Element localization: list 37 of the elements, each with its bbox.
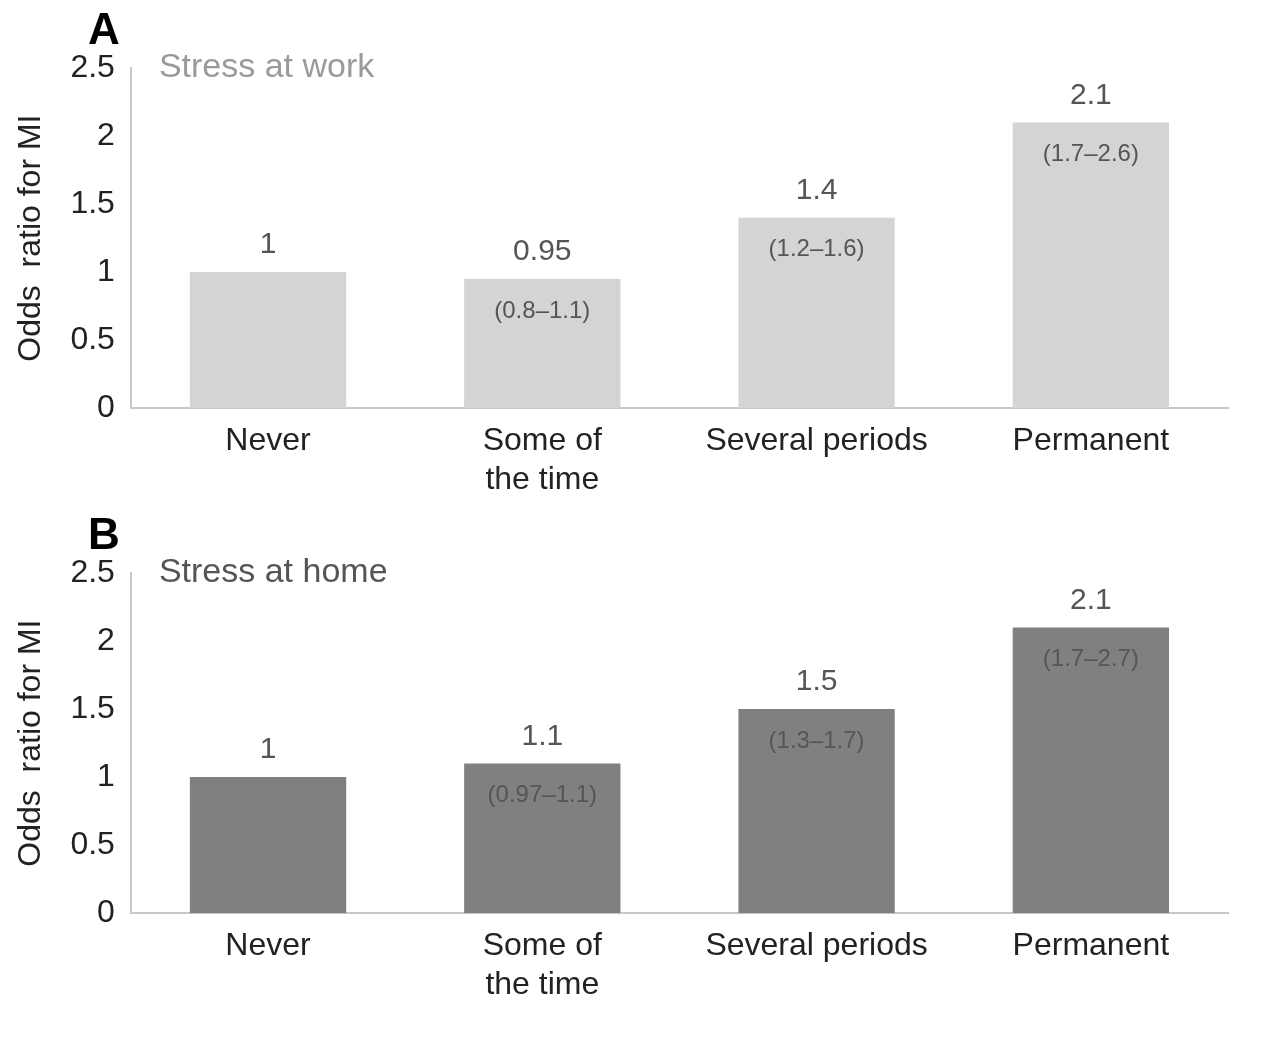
y-tick-label: 0.5 xyxy=(70,824,115,861)
y-tick-label: 1.5 xyxy=(70,183,115,220)
y-tick-label: 0 xyxy=(97,893,115,930)
x-tick-label: Some of the time xyxy=(482,926,602,1001)
x-tick-label: Several periods xyxy=(705,926,928,963)
data-label: 1 xyxy=(259,731,277,765)
x-tick-label: Some of the time xyxy=(482,421,602,496)
annotation: (0.8–1.1) xyxy=(494,295,591,323)
y-axis-title: Odds ratio for MI xyxy=(11,619,48,867)
y-tick-label: 1.5 xyxy=(70,688,115,725)
chart-title: Stress at home xyxy=(158,551,388,590)
x-tick-label: Never xyxy=(225,421,312,458)
data-label: 1 xyxy=(259,226,277,260)
bar xyxy=(738,709,895,914)
annotation: (1.7–2.6) xyxy=(1042,139,1139,167)
data-label: 2.1 xyxy=(1070,76,1112,110)
y-tick-label: 2 xyxy=(97,620,115,657)
y-tick-label: 1 xyxy=(97,756,115,793)
data-label: 2.1 xyxy=(1070,581,1112,615)
annotation: (1.2–1.6) xyxy=(768,234,865,262)
data-label: 0.95 xyxy=(513,233,572,267)
y-tick-label: 0.5 xyxy=(70,319,115,356)
y-tick-label: 1 xyxy=(97,251,115,288)
data-label: 1.4 xyxy=(795,171,838,205)
y-axis-title: Odds ratio for MI xyxy=(11,114,48,362)
data-label: 1.5 xyxy=(795,663,838,697)
x-tick-label: Permanent xyxy=(1012,926,1170,963)
x-tick-label: Permanent xyxy=(1012,421,1170,458)
x-tick-label: Several periods xyxy=(705,421,928,458)
bar xyxy=(189,777,347,914)
y-tick-label: 2 xyxy=(97,115,115,152)
bar xyxy=(1012,627,1170,914)
bar xyxy=(464,763,621,914)
chart-title: Stress at work xyxy=(158,46,376,85)
x-tick-label: Never xyxy=(225,926,312,963)
y-tick-label: 0 xyxy=(97,388,115,425)
data-label: 1.1 xyxy=(521,717,564,751)
